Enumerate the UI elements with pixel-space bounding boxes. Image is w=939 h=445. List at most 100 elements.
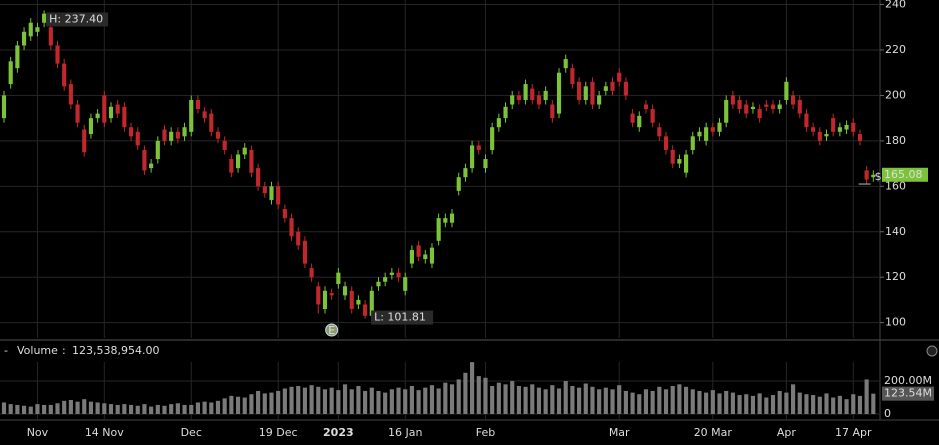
volume-bar [603,387,608,414]
volume-bar [470,362,475,414]
panel-toggle[interactable] [926,345,938,357]
volume-bar [663,389,669,414]
candle-body [242,147,247,155]
volume-bar [142,404,147,414]
candle-body [149,163,154,169]
annotation-box [46,12,109,27]
candle-body [583,86,588,100]
candle-body [369,290,374,316]
candle-body [496,118,501,128]
volume-bar [824,393,829,414]
candle-body [543,90,548,100]
volume-bar [102,403,107,414]
candle-body [229,159,234,173]
volume-bar [342,384,348,414]
candle-body [503,106,508,119]
volume-bar [222,398,227,414]
volume-bar [396,387,401,414]
volume-tick-label: 200.00M [884,374,932,387]
volume-bar [717,393,722,414]
candle-body [617,72,622,82]
volume-bar [68,400,73,414]
candle-body [590,81,595,105]
candle-body [189,99,194,132]
volume-bar [556,388,562,414]
candle-body [302,240,307,264]
candle-body [322,290,328,310]
volume-bar [523,386,528,414]
volume-bar [35,404,40,414]
candle-body [744,104,749,114]
volume-bar [730,392,735,414]
candle-body [449,213,455,223]
candle-body [463,168,468,178]
candle-body [476,145,481,150]
candle-body [797,99,802,114]
candle-body [276,186,281,205]
candle-body [697,131,702,137]
volume-bar [710,390,715,414]
volume-bar [282,388,287,414]
volume-bar [790,384,796,414]
volume-bar [811,395,816,414]
volume-bar [770,395,776,414]
volume-bar [449,384,455,414]
volume-bar [329,387,334,414]
x-tick-label: Dec [181,426,202,439]
candle-body [710,127,715,132]
volume-bar [490,386,495,414]
candle-body [389,272,394,275]
candle-body [209,113,214,132]
volume-bar [543,389,548,414]
y-tick-label: 140 [885,225,906,238]
candle-body [336,272,341,285]
candle-body [1,95,7,119]
volume-bar [583,383,588,414]
volume-bar [215,400,221,414]
candle-body [68,84,73,105]
volume-bar [844,399,849,414]
candle-body [871,174,876,178]
candle-body [831,118,836,132]
candle-body [483,159,488,169]
volume-bar [75,401,80,414]
volume-bar [309,385,314,414]
volume-bar [563,381,568,414]
volume-bar [550,385,555,414]
volume-bar [322,389,328,414]
candle-body [48,27,53,46]
candle-body [670,149,675,164]
candle-body [429,247,435,264]
volume-bar [623,390,628,414]
candle-body [249,149,254,173]
volume-bar [42,404,47,414]
candle-body [536,95,542,105]
x-tick-label: Feb [476,426,495,439]
candle-body [563,59,568,69]
candle-body [643,104,649,110]
volume-bar [249,394,254,414]
candle-body [316,286,321,305]
candle-body [82,129,87,153]
candle-body [784,81,789,100]
volume-bar [597,389,602,414]
candle-body [42,13,47,23]
volume-bar [28,406,33,414]
x-tick-label: Apr [777,426,797,439]
candle-body [597,95,602,105]
candle-body [28,22,33,37]
candle-body [470,145,475,169]
volume-bar [831,397,836,414]
price-tag-label: 165.08 [884,168,923,181]
volume-bar [577,387,582,414]
x-tick-label: 17 Apr [835,426,872,439]
volume-bar [389,389,394,414]
volume-bar [195,402,201,414]
volume-bar [1,402,7,414]
candle-body [403,277,408,291]
candle-body [222,140,227,150]
candle-body [95,113,100,119]
volume-bar [530,384,535,414]
volume-bar [182,404,187,414]
